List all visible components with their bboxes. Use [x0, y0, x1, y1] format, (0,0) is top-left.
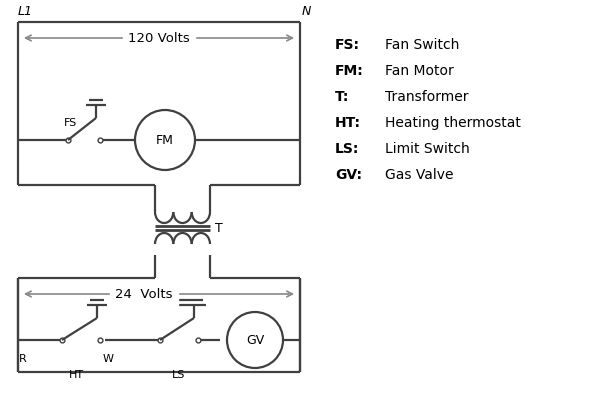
Text: T: T: [215, 222, 223, 234]
Text: LS:: LS:: [335, 142, 359, 156]
Text: HT:: HT:: [335, 116, 361, 130]
Text: Heating thermostat: Heating thermostat: [385, 116, 521, 130]
Text: FS: FS: [64, 118, 77, 128]
Text: R: R: [19, 354, 27, 364]
Text: GV:: GV:: [335, 168, 362, 182]
Text: Transformer: Transformer: [385, 90, 468, 104]
Text: Gas Valve: Gas Valve: [385, 168, 454, 182]
Text: FS:: FS:: [335, 38, 360, 52]
Text: W: W: [103, 354, 113, 364]
Text: T:: T:: [335, 90, 349, 104]
Text: Fan Motor: Fan Motor: [385, 64, 454, 78]
Text: N: N: [302, 5, 312, 18]
Text: FM:: FM:: [335, 64, 364, 78]
Text: 120 Volts: 120 Volts: [128, 32, 190, 44]
Text: LS: LS: [172, 370, 186, 380]
Text: L1: L1: [18, 5, 33, 18]
Text: FM: FM: [156, 134, 174, 146]
Text: Limit Switch: Limit Switch: [385, 142, 470, 156]
Text: Fan Switch: Fan Switch: [385, 38, 460, 52]
Text: GV: GV: [246, 334, 264, 346]
Text: HT: HT: [68, 370, 84, 380]
Text: 24  Volts: 24 Volts: [115, 288, 173, 300]
